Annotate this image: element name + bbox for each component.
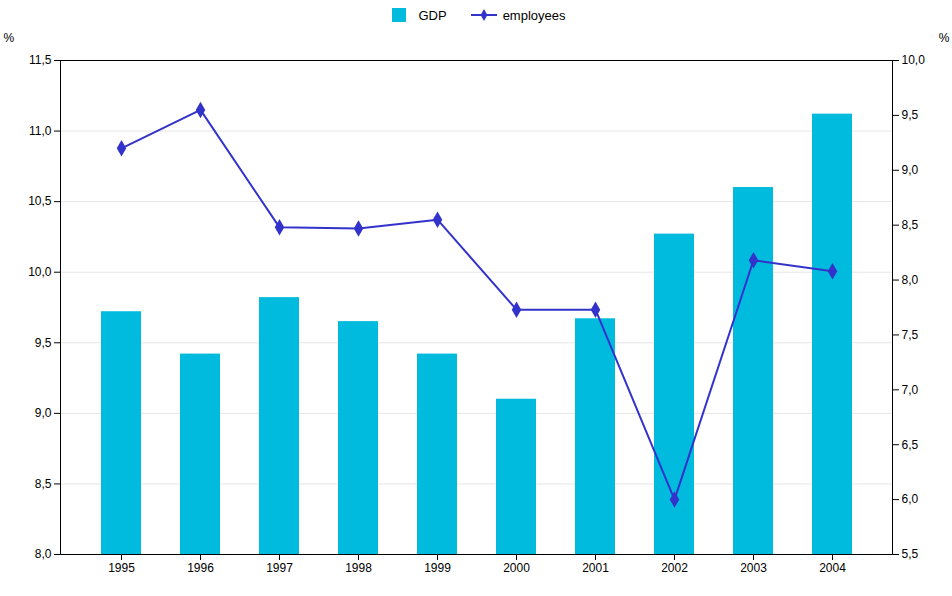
svg-text:7,0: 7,0	[902, 383, 919, 397]
svg-text:2001: 2001	[582, 561, 609, 575]
svg-text:2003: 2003	[740, 561, 767, 575]
svg-text:11,0: 11,0	[29, 124, 52, 138]
svg-text:9,0: 9,0	[902, 163, 919, 177]
svg-text:8,0: 8,0	[35, 547, 52, 561]
svg-text:1996: 1996	[187, 561, 214, 575]
svg-text:5,5: 5,5	[902, 547, 919, 561]
svg-text:2000: 2000	[503, 561, 530, 575]
svg-text:9,5: 9,5	[35, 336, 52, 350]
svg-text:7,5: 7,5	[902, 328, 919, 342]
html-text:GDP: GDP	[418, 7, 447, 23]
svg-text:2004: 2004	[819, 561, 846, 575]
svg-text:10,0: 10,0	[28, 265, 52, 279]
svg-text:8,5: 8,5	[35, 477, 52, 491]
svg-text:1995: 1995	[108, 561, 135, 575]
svg-text:6,5: 6,5	[902, 438, 919, 452]
html-text:employees: employees	[502, 7, 566, 23]
svg-text:8,5: 8,5	[902, 218, 919, 232]
svg-text:10,0: 10,0	[902, 53, 926, 67]
svg-text:9,0: 9,0	[35, 406, 52, 420]
svg-text:11,5: 11,5	[29, 53, 52, 67]
svg-text:6,0: 6,0	[902, 492, 919, 506]
svg-text:1999: 1999	[424, 561, 451, 575]
svg-text:9,5: 9,5	[902, 108, 919, 122]
svg-text:%: %	[4, 31, 15, 45]
svg-text:1997: 1997	[266, 561, 293, 575]
svg-text:2002: 2002	[661, 561, 688, 575]
svg-text:1998: 1998	[345, 561, 372, 575]
svg-text:10,5: 10,5	[28, 194, 52, 208]
svg-text:8,0: 8,0	[902, 273, 919, 287]
svg-text:%: %	[939, 31, 950, 45]
